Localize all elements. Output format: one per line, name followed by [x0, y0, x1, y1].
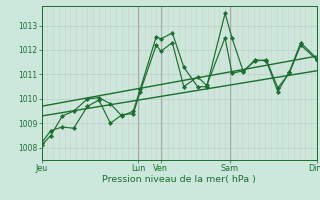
X-axis label: Pression niveau de la mer( hPa ): Pression niveau de la mer( hPa ) — [102, 175, 256, 184]
